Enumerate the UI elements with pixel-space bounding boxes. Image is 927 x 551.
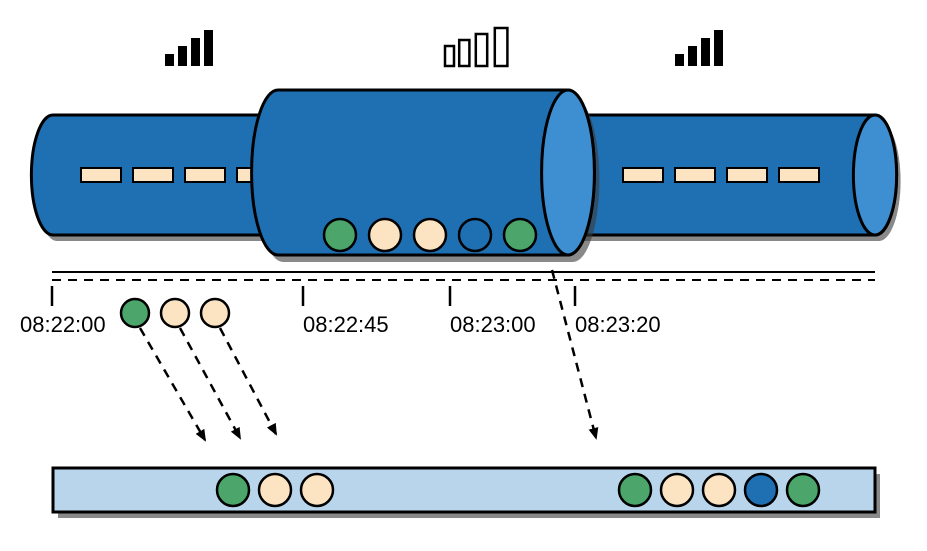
signal-bar <box>178 46 187 66</box>
timeline-label: 08:23:20 <box>575 312 661 337</box>
output-circle <box>259 474 291 506</box>
timeline-label: 08:23:00 <box>450 312 536 337</box>
event-circle <box>459 219 491 251</box>
dropped-circle <box>121 299 149 327</box>
lane-dash <box>779 168 819 182</box>
event-circle <box>369 219 401 251</box>
lane-dash <box>675 168 715 182</box>
lane-dash <box>727 168 767 182</box>
event-circle <box>414 219 446 251</box>
signal-bar <box>688 46 697 66</box>
signal-bar-outline <box>495 28 508 66</box>
output-circle <box>787 474 819 506</box>
timeline-label: 08:22:45 <box>303 312 389 337</box>
signal-bar <box>675 54 684 66</box>
lane-dash <box>623 168 663 182</box>
signal-bar <box>701 38 710 66</box>
signal-bar <box>165 54 174 66</box>
timeline-label: 08:22:00 <box>20 312 106 337</box>
signal-bar <box>204 30 213 66</box>
dropped-circle <box>161 299 189 327</box>
output-circle <box>703 474 735 506</box>
output-circle <box>619 474 651 506</box>
signal-bar <box>191 38 200 66</box>
dropped-circle <box>201 299 229 327</box>
pipe-right <box>553 115 896 235</box>
output-circle <box>661 474 693 506</box>
signal-bar <box>714 30 723 66</box>
flow-arrow <box>180 328 240 438</box>
lane-dash <box>81 168 121 182</box>
signal-bar-outline <box>459 40 469 66</box>
lane-dash <box>185 168 225 182</box>
event-circle <box>324 219 356 251</box>
flow-arrow <box>140 328 205 440</box>
lane-dash <box>133 168 173 182</box>
pipe-cap <box>853 115 896 235</box>
event-circle <box>504 219 536 251</box>
output-circle <box>301 474 333 506</box>
signal-bar-outline <box>445 46 454 66</box>
pipe-mid-cap <box>542 90 595 255</box>
output-circle <box>745 474 777 506</box>
signal-bar-outline <box>476 34 487 66</box>
output-circle <box>217 474 249 506</box>
